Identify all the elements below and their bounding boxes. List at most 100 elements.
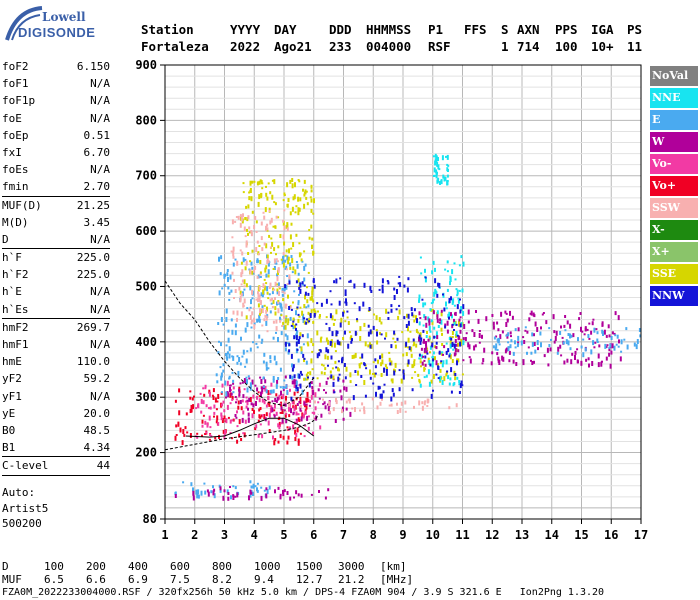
echo-point — [421, 405, 424, 411]
echo-point — [380, 393, 383, 399]
echo-point — [177, 423, 180, 427]
echo-point — [245, 260, 248, 266]
echo-point — [407, 326, 409, 332]
x-tick-label: 1 — [161, 528, 168, 542]
echo-point — [219, 487, 222, 493]
param-separator — [2, 474, 110, 476]
echo-point — [178, 388, 181, 393]
echo-point — [481, 362, 484, 365]
echo-point — [361, 353, 364, 359]
echo-point — [271, 194, 274, 200]
echo-point — [265, 315, 268, 321]
echo-point — [265, 404, 268, 408]
echo-point — [335, 366, 338, 369]
echo-point — [231, 371, 234, 374]
echo-point — [459, 323, 462, 328]
echo-point — [208, 438, 211, 441]
echo-point — [293, 496, 295, 499]
echo-point — [283, 241, 286, 246]
echo-point — [217, 322, 220, 325]
legend-item: Vo- — [650, 154, 698, 174]
echo-point — [239, 249, 242, 252]
echo-point — [251, 379, 254, 385]
echo-point — [283, 489, 286, 493]
echo-point — [225, 317, 228, 322]
echo-point — [373, 372, 376, 378]
echo-point — [209, 426, 212, 429]
echo-point — [265, 487, 268, 491]
echo-point — [273, 258, 276, 264]
echo-point — [280, 422, 283, 425]
echo-point — [620, 339, 623, 345]
echo-point — [251, 210, 254, 214]
echo-point — [278, 421, 281, 427]
echo-point — [556, 351, 559, 355]
echo-point — [195, 407, 198, 410]
echo-point — [220, 412, 223, 417]
echo-point — [526, 330, 529, 334]
echo-point — [306, 341, 309, 345]
echo-point — [245, 315, 248, 320]
echo-point — [245, 283, 248, 288]
footer-row-value: 600 — [170, 560, 190, 573]
echo-point — [570, 359, 573, 365]
echo-point — [287, 435, 290, 440]
echo-point — [303, 435, 306, 438]
x-tick-label: 13 — [515, 528, 529, 542]
echo-point — [387, 311, 390, 314]
echo-point — [275, 258, 278, 261]
echo-point — [381, 278, 384, 284]
echo-point — [234, 323, 237, 328]
echo-point — [386, 280, 389, 282]
echo-point — [440, 319, 443, 325]
echo-point — [273, 440, 276, 446]
echo-point — [222, 323, 225, 326]
echo-point — [232, 379, 235, 383]
echo-point — [363, 380, 366, 385]
param-value: 4.34 — [83, 441, 111, 455]
echo-point — [174, 435, 177, 441]
echo-point — [296, 263, 299, 269]
echo-point — [382, 390, 385, 394]
echo-point — [617, 315, 620, 321]
echo-point — [205, 431, 208, 434]
echo-point — [271, 179, 274, 182]
echo-point — [437, 365, 440, 370]
param-row: h`Es N/A — [2, 301, 110, 318]
echo-point — [297, 272, 300, 276]
echo-point — [339, 389, 342, 393]
echo-point — [306, 391, 309, 397]
echo-point — [405, 341, 408, 347]
echo-point — [291, 367, 294, 372]
echo-point — [257, 391, 260, 394]
echo-point — [460, 380, 463, 386]
echo-point — [357, 370, 359, 376]
param-row: hmE 110.0 — [2, 353, 110, 370]
auto-program: Artist5 — [2, 501, 49, 515]
echo-point — [327, 406, 330, 412]
echo-point — [292, 364, 295, 369]
echo-point — [317, 310, 319, 313]
echo-point — [312, 280, 315, 283]
echo-point — [273, 414, 276, 418]
param-value: N/A — [90, 302, 110, 316]
param-value: 2.70 — [83, 180, 111, 194]
echo-cluster — [174, 480, 271, 500]
echo-point — [292, 242, 295, 247]
echo-point — [177, 421, 180, 425]
echo-point — [508, 359, 511, 363]
echo-point — [331, 331, 334, 337]
echo-point — [330, 341, 333, 344]
echo-point — [292, 405, 295, 409]
echo-point — [287, 256, 290, 261]
echo-point — [311, 286, 314, 292]
echo-point — [287, 294, 289, 299]
echo-point — [440, 312, 443, 317]
echo-point — [285, 400, 288, 404]
echo-point — [304, 404, 306, 408]
echo-point — [208, 389, 211, 394]
echo-point — [333, 391, 336, 394]
echo-point — [359, 326, 362, 332]
polarization-legend: NoVal NNE E W Vo- Vo+ SSW X- X+ SSE NNW — [650, 66, 698, 308]
echo-point — [542, 312, 545, 314]
